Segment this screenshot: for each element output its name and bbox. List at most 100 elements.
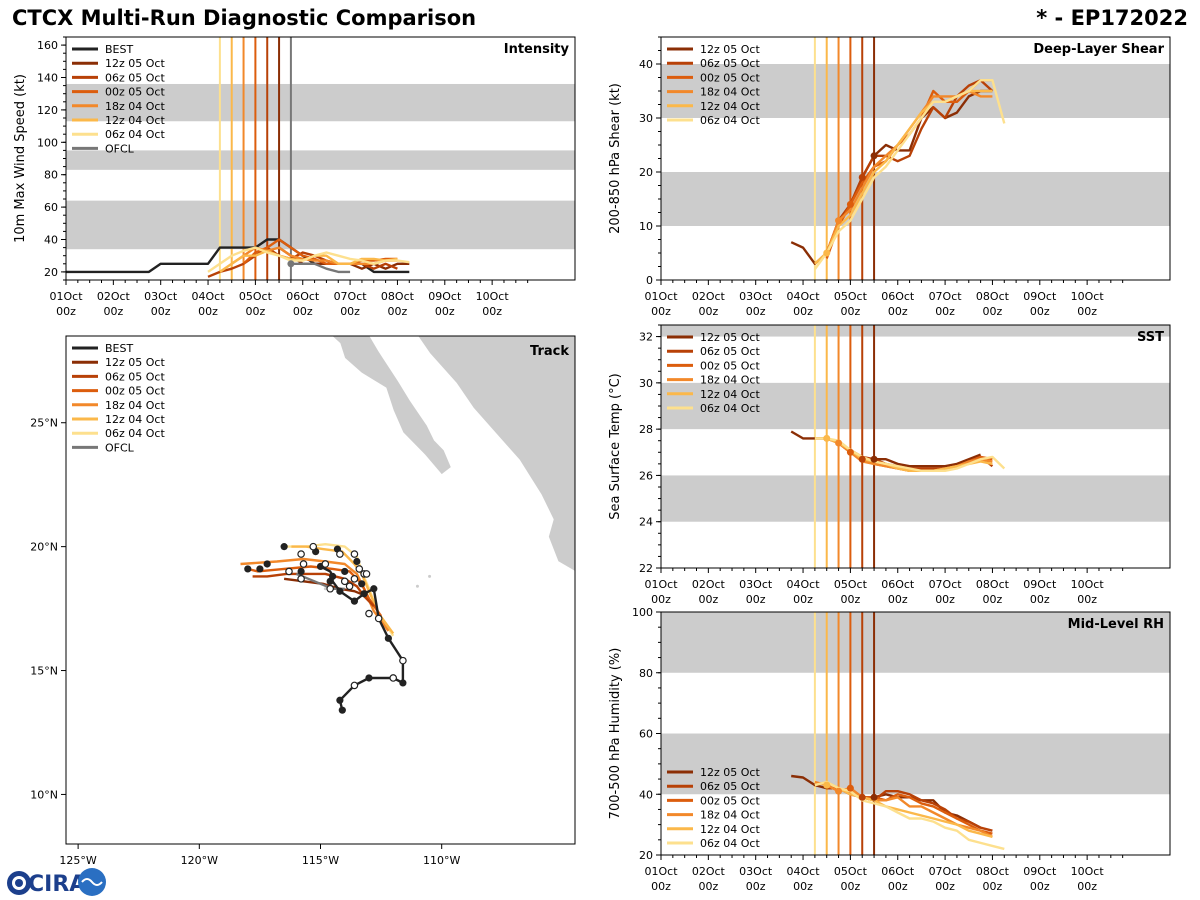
land-island-0 [428, 574, 432, 578]
sst-marker-4 [870, 455, 878, 463]
rh-legend-label-2: 00z 05 Oct [700, 794, 760, 807]
sst-legend-label-0: 12z 05 Oct [700, 331, 760, 344]
intensity-ytick-label-160: 160 [37, 39, 58, 52]
track-point-filled-7 [350, 597, 359, 605]
track-legend-label-0: BEST [105, 342, 133, 355]
logo-text: CIRA [28, 872, 86, 897]
sst-band-0 [661, 475, 1170, 522]
rh-xtick-day-1: 02Oct [692, 865, 726, 878]
intensity-xtick-day-8: 09Oct [428, 290, 462, 303]
intensity-xtick-hour-5: 00z [293, 305, 313, 318]
intensity-ytick-label-40: 40 [44, 234, 58, 247]
shear-legend-label-3: 18z 04 Oct [700, 86, 760, 99]
track-point-filled-6 [360, 590, 368, 598]
sst-xtick-day-6: 07Oct [929, 578, 963, 591]
track-point-filled-15 [280, 543, 288, 551]
rh-xtick-day-0: 01Oct [644, 865, 678, 878]
rh-legend-label-3: 18z 04 Oct [700, 809, 760, 822]
intensity-xtick-day-4: 05Oct [239, 290, 273, 303]
track-legend-label-3: 00z 05 Oct [105, 385, 165, 398]
sst-frame [660, 324, 1171, 569]
rh-ytick-label-80: 80 [639, 667, 653, 680]
track-point-filled-13 [244, 565, 252, 573]
sst-marker-2 [846, 448, 854, 456]
shear-xtick-day-7: 08Oct [976, 290, 1010, 303]
rh-marker-4 [870, 793, 878, 801]
track-point-open-6 [350, 550, 359, 558]
sst-ytick-label-26: 26 [639, 469, 653, 482]
rh-marker-2 [846, 784, 854, 792]
intensity-legend-label-2: 06z 05 Oct [105, 71, 165, 84]
intensity-series-ofcl [290, 262, 351, 274]
sst-xtick-hour-5: 00z [888, 593, 908, 606]
shear-marker-0 [823, 249, 831, 257]
intensity-xtick-day-1: 02Oct [97, 290, 131, 303]
rh-band-0 [661, 733, 1170, 795]
rh-xtick-day-7: 08Oct [976, 865, 1010, 878]
rh-xtick-day-9: 10Oct [1071, 865, 1105, 878]
shear-ytick-label-20: 20 [639, 166, 653, 179]
rh-xtick-hour-8: 00z [1030, 880, 1050, 893]
cira-logo: CIRA [7, 868, 106, 897]
shear-xtick-hour-2: 00z [746, 305, 766, 318]
shear-xtick-day-2: 03Oct [739, 290, 773, 303]
track-ytick-label-10: 10°N [30, 788, 58, 801]
track-legend-label-7: OFCL [105, 441, 135, 454]
sst-xtick-day-9: 10Oct [1071, 578, 1105, 591]
shear-title: Deep-Layer Shear [1033, 42, 1164, 57]
rh-xtick-hour-5: 00z [888, 880, 908, 893]
track-xtick-label--110: 110°W [423, 854, 460, 867]
sst-xtick-hour-6: 00z [935, 593, 955, 606]
rh-xtick-day-5: 06Oct [881, 865, 915, 878]
intensity-legend-label-5: 12z 04 Oct [105, 114, 165, 127]
intensity-xtick-hour-3: 00z [198, 305, 218, 318]
shear-xtick-hour-5: 00z [888, 305, 908, 318]
rh-ytick-label-20: 20 [639, 849, 653, 862]
land-island-2 [323, 587, 327, 591]
intensity-legend-label-0: BEST [105, 43, 133, 56]
land-mainland-mexico [417, 336, 575, 572]
track-point-open-10 [299, 560, 308, 568]
sst-band-2 [661, 325, 1170, 337]
rh-xtick-hour-1: 00z [698, 880, 718, 893]
shear-xtick-hour-7: 00z [983, 305, 1003, 318]
sst-marker-0 [823, 434, 831, 442]
shear-xtick-day-4: 05Oct [834, 290, 868, 303]
track-point-open-8 [309, 542, 318, 551]
track-point-filled-12 [256, 565, 264, 573]
sst-xtick-day-8: 09Oct [1023, 578, 1057, 591]
rh-xtick-hour-0: 00z [651, 880, 671, 893]
intensity-band-2 [66, 83, 575, 122]
shear-series-06z-04-oct [813, 78, 1006, 270]
sst-xtick-day-7: 08Oct [976, 578, 1010, 591]
track-point-filled-1 [336, 696, 344, 704]
intensity-xtick-day-7: 08Oct [381, 290, 415, 303]
track-point-filled-3 [399, 679, 407, 687]
rh-xtick-hour-4: 00z [841, 880, 861, 893]
shear-marker-1 [835, 217, 843, 225]
shear-legend-label-2: 00z 05 Oct [700, 71, 760, 84]
intensity-xtick-hour-4: 00z [246, 305, 266, 318]
sst-series-06z-04-oct [814, 437, 1006, 472]
rh-xtick-day-2: 03Oct [739, 865, 773, 878]
rh-band-1 [661, 612, 1170, 673]
sst-xtick-day-5: 06Oct [881, 578, 915, 591]
track-point-open-15 [326, 584, 334, 593]
sst-xtick-hour-8: 00z [1030, 593, 1050, 606]
track-point-open-1 [389, 674, 398, 682]
intensity-xtick-day-9: 10Oct [476, 290, 510, 303]
storm-id: * - EP172022 [1036, 6, 1188, 30]
sst-xtick-day-3: 04Oct [787, 578, 821, 591]
shear-ytick-label-10: 10 [639, 220, 653, 233]
rh-legend-label-0: 12z 05 Oct [700, 766, 760, 779]
rh-title: Mid-Level RH [1068, 617, 1164, 632]
track-point-filled-5 [370, 585, 378, 593]
track-point-open-19 [350, 575, 359, 583]
sst-band-1 [661, 382, 1170, 430]
shear-ytick-label-30: 30 [639, 112, 653, 125]
sst-ytick-label-24: 24 [639, 516, 653, 529]
shear-legend-label-0: 12z 05 Oct [700, 43, 760, 56]
intensity-xtick-day-0: 01Oct [49, 290, 83, 303]
sst-xtick-hour-2: 00z [746, 593, 766, 606]
